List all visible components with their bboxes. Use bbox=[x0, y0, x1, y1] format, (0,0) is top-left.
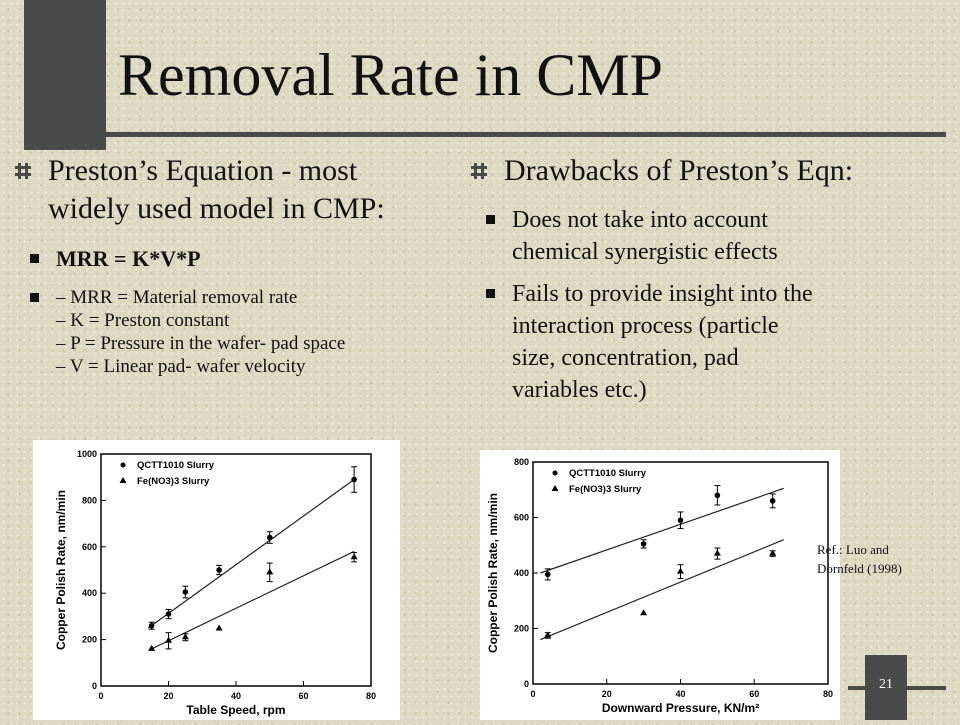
data-point-triangle bbox=[713, 549, 721, 556]
square-bullet-icon bbox=[30, 293, 39, 302]
left-column: Preston’s Equation - most widely used mo… bbox=[14, 152, 484, 378]
data-point-circle bbox=[544, 571, 551, 578]
y-tick-label: 0 bbox=[92, 681, 97, 691]
data-point-circle bbox=[266, 534, 273, 541]
slide-title: Removal Rate in CMP bbox=[118, 42, 663, 108]
fit-line bbox=[151, 550, 355, 650]
drawback-1-line: chemical synergistic effects bbox=[512, 239, 778, 265]
x-axis-label: Downward Pressure, KN/m² bbox=[602, 701, 759, 715]
y-tick-label: 200 bbox=[514, 624, 529, 634]
data-point-triangle bbox=[148, 644, 156, 651]
x-tick-label: 40 bbox=[675, 689, 685, 699]
slide-number: 21 bbox=[865, 655, 907, 720]
data-point-triangle bbox=[640, 609, 648, 616]
data-point-circle bbox=[677, 517, 684, 524]
square-bullet-icon bbox=[30, 254, 39, 263]
fit-line bbox=[540, 539, 784, 641]
definitions-item: – MRR = Material removal rate – K = Pres… bbox=[14, 286, 484, 378]
legend-label: Fe(NO3)3 Slurry bbox=[137, 476, 210, 487]
x-tick-label: 80 bbox=[823, 689, 833, 699]
definition-line: – V = Linear pad- wafer velocity bbox=[56, 356, 306, 377]
data-point-triangle bbox=[181, 633, 189, 640]
data-point-circle bbox=[165, 611, 172, 617]
y-tick-label: 200 bbox=[82, 635, 97, 645]
table-speed-chart: 0 20 40 60 80 0 200 400 600 800 1000 Table Speed, r… bbox=[33, 440, 400, 720]
x-tick-label: 80 bbox=[366, 691, 376, 701]
x-tick-label: 20 bbox=[602, 689, 612, 699]
drawback-2-line: size, concentration, pad bbox=[512, 345, 739, 371]
legend-triangle-marker bbox=[551, 485, 559, 491]
data-point-circle bbox=[769, 498, 776, 504]
legend-label: QCTT1010 Slurry bbox=[137, 460, 215, 471]
data-point-triangle bbox=[350, 553, 358, 560]
data-point-triangle bbox=[215, 624, 223, 631]
definition-line: – K = Preston constant bbox=[56, 310, 230, 331]
x-tick-label: 20 bbox=[163, 691, 173, 701]
data-point-triangle bbox=[266, 568, 274, 575]
y-axis-label: Copper Polish Rate, nm/min bbox=[54, 490, 68, 650]
data-point-circle bbox=[216, 567, 222, 573]
legend-label: Fe(NO3)3 Slurry bbox=[569, 484, 642, 495]
y-tick-label: 600 bbox=[82, 542, 97, 552]
data-point-circle bbox=[182, 589, 189, 595]
data-point-circle bbox=[148, 622, 155, 629]
drawback-2-line: interaction process (particle bbox=[512, 313, 779, 339]
data-point-triangle bbox=[677, 567, 684, 574]
fit-line bbox=[147, 479, 355, 629]
x-tick-label: 40 bbox=[231, 691, 241, 701]
y-tick-label: 800 bbox=[514, 457, 529, 467]
left-heading: Preston’s Equation - most widely used mo… bbox=[14, 152, 484, 228]
legend-triangle-marker bbox=[119, 477, 127, 483]
equation-text: MRR = K*V*P bbox=[56, 246, 201, 271]
left-heading-line-1: Preston’s Equation - most bbox=[48, 154, 358, 187]
data-point-triangle bbox=[165, 636, 172, 643]
legend-circle-marker bbox=[552, 470, 558, 476]
equation-item: MRR = K*V*P bbox=[14, 244, 484, 274]
right-column: Drawbacks of Preston’s Eqn: Does not tak… bbox=[470, 152, 950, 406]
left-heading-line-2: widely used model in CMP: bbox=[48, 192, 385, 225]
y-tick-label: 400 bbox=[82, 588, 97, 598]
data-point-triangle bbox=[769, 549, 777, 556]
data-point-circle bbox=[714, 492, 721, 499]
y-axis-label: Copper Polish Rate, nm/min bbox=[486, 493, 500, 653]
drawback-item-2: Fails to provide insight into the intera… bbox=[470, 278, 950, 406]
x-tick-label: 0 bbox=[530, 689, 535, 699]
square-bullet-icon bbox=[486, 215, 495, 224]
y-tick-label: 600 bbox=[514, 513, 529, 523]
x-axis-label: Table Speed, rpm bbox=[186, 703, 285, 717]
pressure-chart: 0 20 40 60 80 0 200 400 600 800 Downward Pressure,… bbox=[480, 450, 840, 720]
hash-bullet-icon bbox=[471, 163, 487, 179]
right-heading: Drawbacks of Preston’s Eqn: bbox=[470, 152, 950, 190]
y-tick-label: 400 bbox=[514, 568, 529, 578]
y-tick-label: 1000 bbox=[77, 449, 97, 459]
y-tick-label: 800 bbox=[82, 495, 97, 505]
data-point-circle bbox=[351, 476, 357, 483]
x-tick-label: 0 bbox=[98, 691, 103, 701]
drawback-2-line: variables etc.) bbox=[512, 377, 647, 403]
y-tick-label: 0 bbox=[524, 679, 529, 689]
x-tick-label: 60 bbox=[298, 691, 308, 701]
definition-line: – P = Pressure in the wafer- pad space bbox=[56, 333, 346, 354]
plot-frame bbox=[100, 453, 372, 687]
legend-label: QCTT1010 Slurry bbox=[569, 468, 647, 479]
x-tick-label: 60 bbox=[749, 689, 759, 699]
data-point-triangle bbox=[544, 631, 552, 638]
hash-bullet-icon bbox=[15, 163, 31, 179]
definition-line: – MRR = Material removal rate bbox=[56, 287, 298, 308]
drawback-1-line: Does not take into account bbox=[512, 207, 768, 233]
square-bullet-icon bbox=[486, 289, 495, 298]
reference-line: Dornfeld (1998) bbox=[817, 561, 902, 576]
title-underline-rule bbox=[24, 132, 946, 137]
right-heading-text: Drawbacks of Preston’s Eqn: bbox=[504, 154, 854, 187]
data-point-circle bbox=[640, 541, 647, 547]
reference-line: Ref.: Luo and bbox=[817, 542, 889, 557]
reference-note: Ref.: Luo and Dornfeld (1998) bbox=[817, 540, 957, 578]
title-decoration-bar bbox=[24, 0, 106, 150]
legend-circle-marker bbox=[120, 462, 126, 468]
fit-line bbox=[540, 487, 784, 574]
drawback-item-1: Does not take into account chemical syne… bbox=[470, 204, 950, 268]
drawback-2-line: Fails to provide insight into the bbox=[512, 281, 813, 307]
